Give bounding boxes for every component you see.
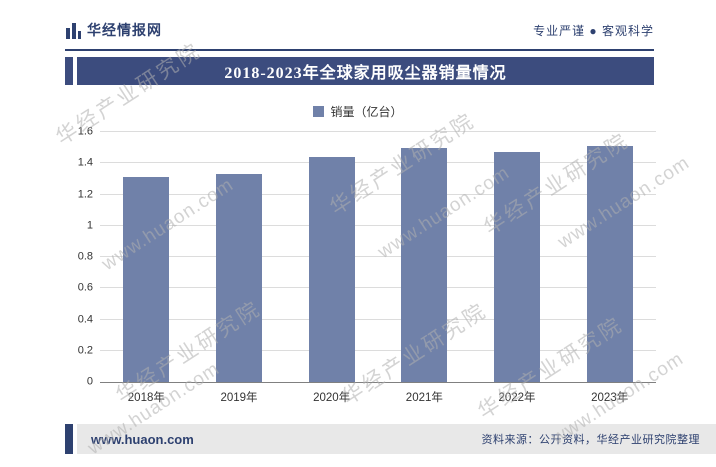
- legend-label: 销量（亿台）: [330, 105, 403, 119]
- gridline: [100, 287, 656, 289]
- header: 华经情报网 专业严谨 ● 客观科学: [65, 13, 654, 47]
- chart-title: 2018-2023年全球家用吸尘器销量情况: [77, 57, 654, 85]
- y-axis-tick-label: 1.4: [77, 156, 93, 169]
- gridline: [100, 162, 656, 164]
- brand-slogan: 专业严谨 ● 客观科学: [533, 23, 654, 38]
- bar-slot: [378, 132, 471, 382]
- footer-site-link[interactable]: www.huaon.com: [91, 431, 194, 447]
- x-axis-tick-label: 2018年: [127, 392, 165, 404]
- x-axis: 2018年 2019年 2020年 2021年 2022年 2023年: [100, 383, 656, 405]
- x-axis-tick-label: 2020年: [313, 392, 351, 404]
- bar-2018年: [123, 177, 170, 382]
- y-axis-tick-label: 0.8: [77, 250, 93, 263]
- x-axis-tick-label: 2019年: [220, 392, 258, 404]
- y-axis-tick-label: 0.2: [77, 344, 93, 357]
- footer-source-note: 资料来源：公开资料，华经产业研究院整理: [481, 434, 700, 446]
- brand-name: 华经情报网: [87, 22, 162, 38]
- y-axis: 0 0.2 0.4 0.6 0.8 1 1.2 1.4 1.6: [68, 126, 100, 387]
- bar-slot: [471, 132, 564, 382]
- bar-2021年: [401, 147, 448, 382]
- x-axis-tick-label: 2023年: [591, 392, 629, 404]
- x-axis-tick-label: 2022年: [498, 392, 536, 404]
- bar-slot: [193, 132, 286, 382]
- footer: www.huaon.com 资料来源：公开资料，华经产业研究院整理: [77, 424, 716, 454]
- bar-slot: [285, 132, 378, 382]
- y-axis-tick-label: 0.6: [77, 281, 93, 294]
- header-divider: [65, 49, 654, 51]
- y-axis-tick-label: 0.4: [77, 313, 93, 325]
- title-accent-stripe: [65, 57, 73, 85]
- plot-area: [100, 131, 656, 383]
- bar-2023年: [586, 146, 633, 382]
- gridline: [100, 256, 656, 257]
- bar-series: [100, 132, 656, 382]
- y-axis-tick-label: 1.6: [77, 125, 93, 138]
- gridline: [100, 349, 656, 351]
- legend-swatch: [313, 106, 325, 117]
- y-axis-tick-label: 1: [86, 219, 93, 232]
- brand-logo-icon: [65, 21, 81, 39]
- bar-chart: 0 0.2 0.4 0.6 0.8 1 1.2 1.4 1.6 2018年 2019年 2020年 2…: [68, 126, 656, 405]
- gridline: [100, 193, 656, 195]
- bar-2020年: [308, 157, 355, 382]
- gridline: [100, 224, 656, 226]
- bar-slot: [100, 132, 193, 382]
- legend: 销量（亿台）: [0, 103, 716, 120]
- footer-accent-stripe: [65, 424, 73, 454]
- y-axis-tick-label: 1.2: [77, 188, 93, 200]
- brand: 华经情报网: [65, 20, 162, 40]
- bar-2022年: [494, 152, 541, 382]
- y-axis-tick-label: 0: [86, 375, 93, 388]
- x-axis-tick-label: 2021年: [405, 392, 443, 404]
- bar-2019年: [216, 174, 262, 382]
- bar-slot: [563, 132, 656, 382]
- gridline: [100, 318, 656, 320]
- gridline: [100, 131, 656, 132]
